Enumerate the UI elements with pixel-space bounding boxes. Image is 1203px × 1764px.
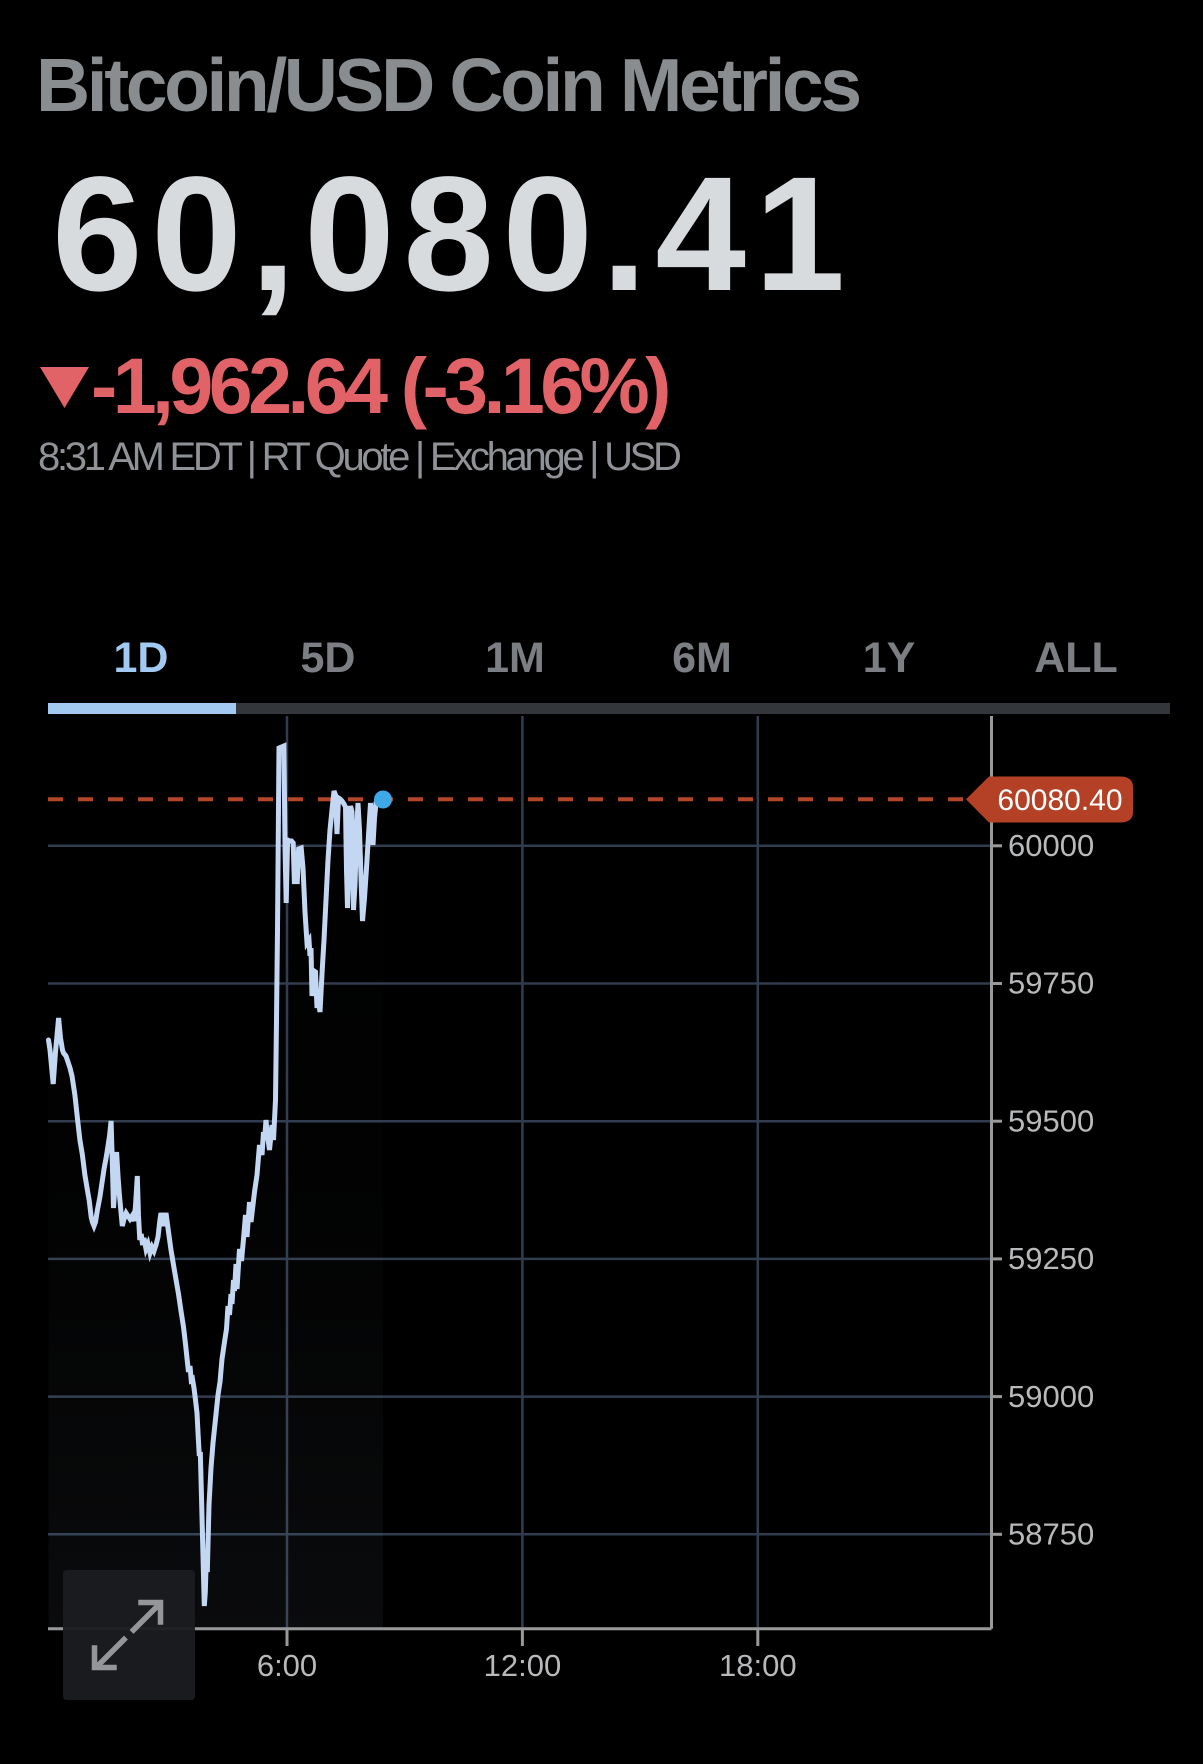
svg-text:60080.40: 60080.40 — [997, 784, 1122, 817]
svg-text:6:00: 6:00 — [257, 1648, 317, 1683]
svg-text:58750: 58750 — [1008, 1517, 1094, 1552]
svg-text:59500: 59500 — [1008, 1103, 1094, 1138]
svg-text:60000: 60000 — [1008, 828, 1094, 863]
svg-text:59750: 59750 — [1008, 966, 1094, 1001]
svg-text:59250: 59250 — [1008, 1241, 1094, 1276]
svg-text:12:00: 12:00 — [484, 1648, 562, 1683]
svg-text:18:00: 18:00 — [719, 1648, 797, 1683]
svg-text:59000: 59000 — [1008, 1379, 1094, 1414]
